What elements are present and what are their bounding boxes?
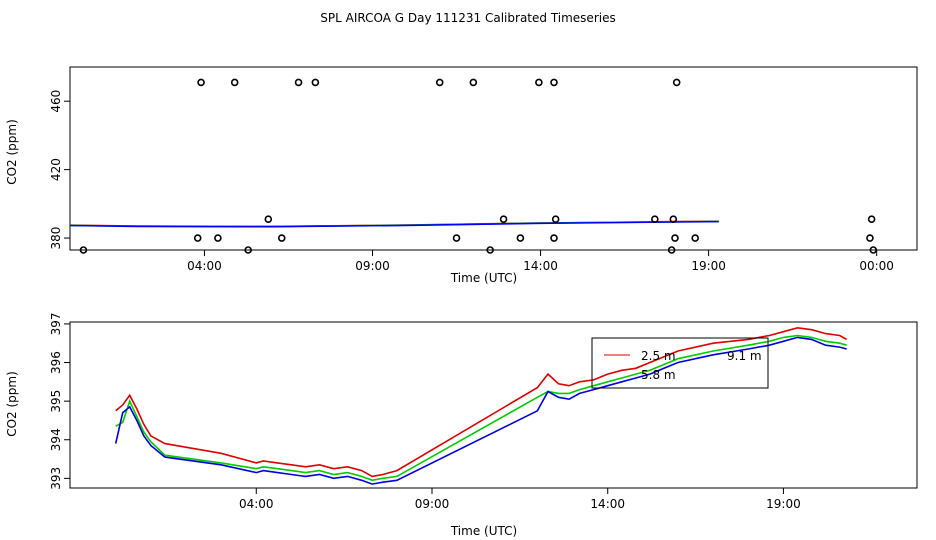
scatter-point (550, 78, 558, 87)
upper-series-9.1m (69, 220, 719, 228)
lower-panel: 04:00 09:00 14:00 19:00 393 394 395 396 397 Time… (5, 312, 918, 538)
upper-x-tick-label: 14:00 (523, 259, 558, 273)
scatter-point (244, 246, 252, 254)
legend-label-2.5m: 2.5 m (641, 349, 676, 363)
upper-x-tick-label: 00:00 (859, 259, 894, 273)
scatter-point (667, 246, 676, 254)
figure-title: SPL AIRCOA G Day 111231 Calibrated Times… (320, 11, 615, 25)
lower-y-tick-label: 395 (49, 390, 63, 413)
upper-panel: 04:00 09:00 14:00 19:00 00:00 380 420 460 Time … (5, 66, 918, 285)
scatter-point (867, 215, 876, 224)
upper-x-tick-label: 09:00 (355, 259, 390, 273)
upper-x-tick-label: 19:00 (691, 259, 726, 273)
scatter-point (311, 78, 320, 87)
legend-label-9.1m: 9.1 m (727, 349, 762, 363)
upper-x-tick-label: 04:00 (187, 259, 222, 273)
scatter-point (193, 234, 202, 242)
upper-x-axis-label: Time (UTC) (450, 271, 517, 285)
scatter-point (651, 215, 659, 224)
scatter-point (452, 234, 461, 242)
scatter-point (551, 215, 560, 224)
scatter-point (79, 246, 88, 254)
scatter-point (499, 215, 508, 224)
scatter-point (486, 246, 494, 254)
lower-y-axis-label: CO2 (ppm) (5, 371, 19, 437)
lower-series-5.8m (115, 334, 847, 482)
lower-x-tick-label: 19:00 (766, 497, 801, 511)
lower-x-axis-label: Time (UTC) (450, 524, 517, 538)
scatter-point (277, 234, 286, 242)
scatter-point (264, 215, 273, 224)
scatter-point (294, 78, 303, 87)
upper-y-axis-label: CO2 (ppm) (5, 119, 19, 185)
scatter-point (197, 78, 205, 87)
upper-y-tick-label: 460 (49, 90, 63, 113)
legend-label-5.8m: 5.8 m (641, 368, 676, 382)
upper-y-tick-label: 420 (49, 158, 63, 181)
scatter-point (671, 234, 679, 242)
scatter-point (469, 78, 478, 87)
lower-y-tick-label: 396 (49, 351, 63, 374)
lower-plot-frame (69, 321, 918, 489)
scatter-point (866, 234, 874, 242)
lower-x-tick-label: 04:00 (239, 497, 274, 511)
lower-y-tick-label: 397 (49, 312, 63, 335)
scatter-point (669, 215, 678, 224)
scatter-point (691, 234, 699, 242)
lower-x-tick-label: 14:00 (590, 497, 625, 511)
lower-y-tick-label: 394 (49, 428, 63, 451)
upper-y-tick-label: 380 (49, 227, 63, 250)
lower-y-tick-label: 393 (49, 467, 63, 490)
scatter-point (435, 78, 444, 87)
scatter-point (214, 234, 222, 242)
legend-box (591, 337, 769, 389)
upper-plot-frame (69, 66, 918, 251)
scatter-point (550, 234, 558, 242)
lower-series-9.1m (114, 336, 847, 485)
lower-x-tick-label: 09:00 (415, 497, 450, 511)
scatter-point (672, 78, 681, 87)
scatter-point (869, 246, 878, 254)
scatter-point (516, 234, 525, 242)
scatter-point (535, 78, 543, 87)
scatter-point (230, 78, 239, 87)
legend: 2.5 m 5.8 m 9.1 m (591, 337, 769, 389)
